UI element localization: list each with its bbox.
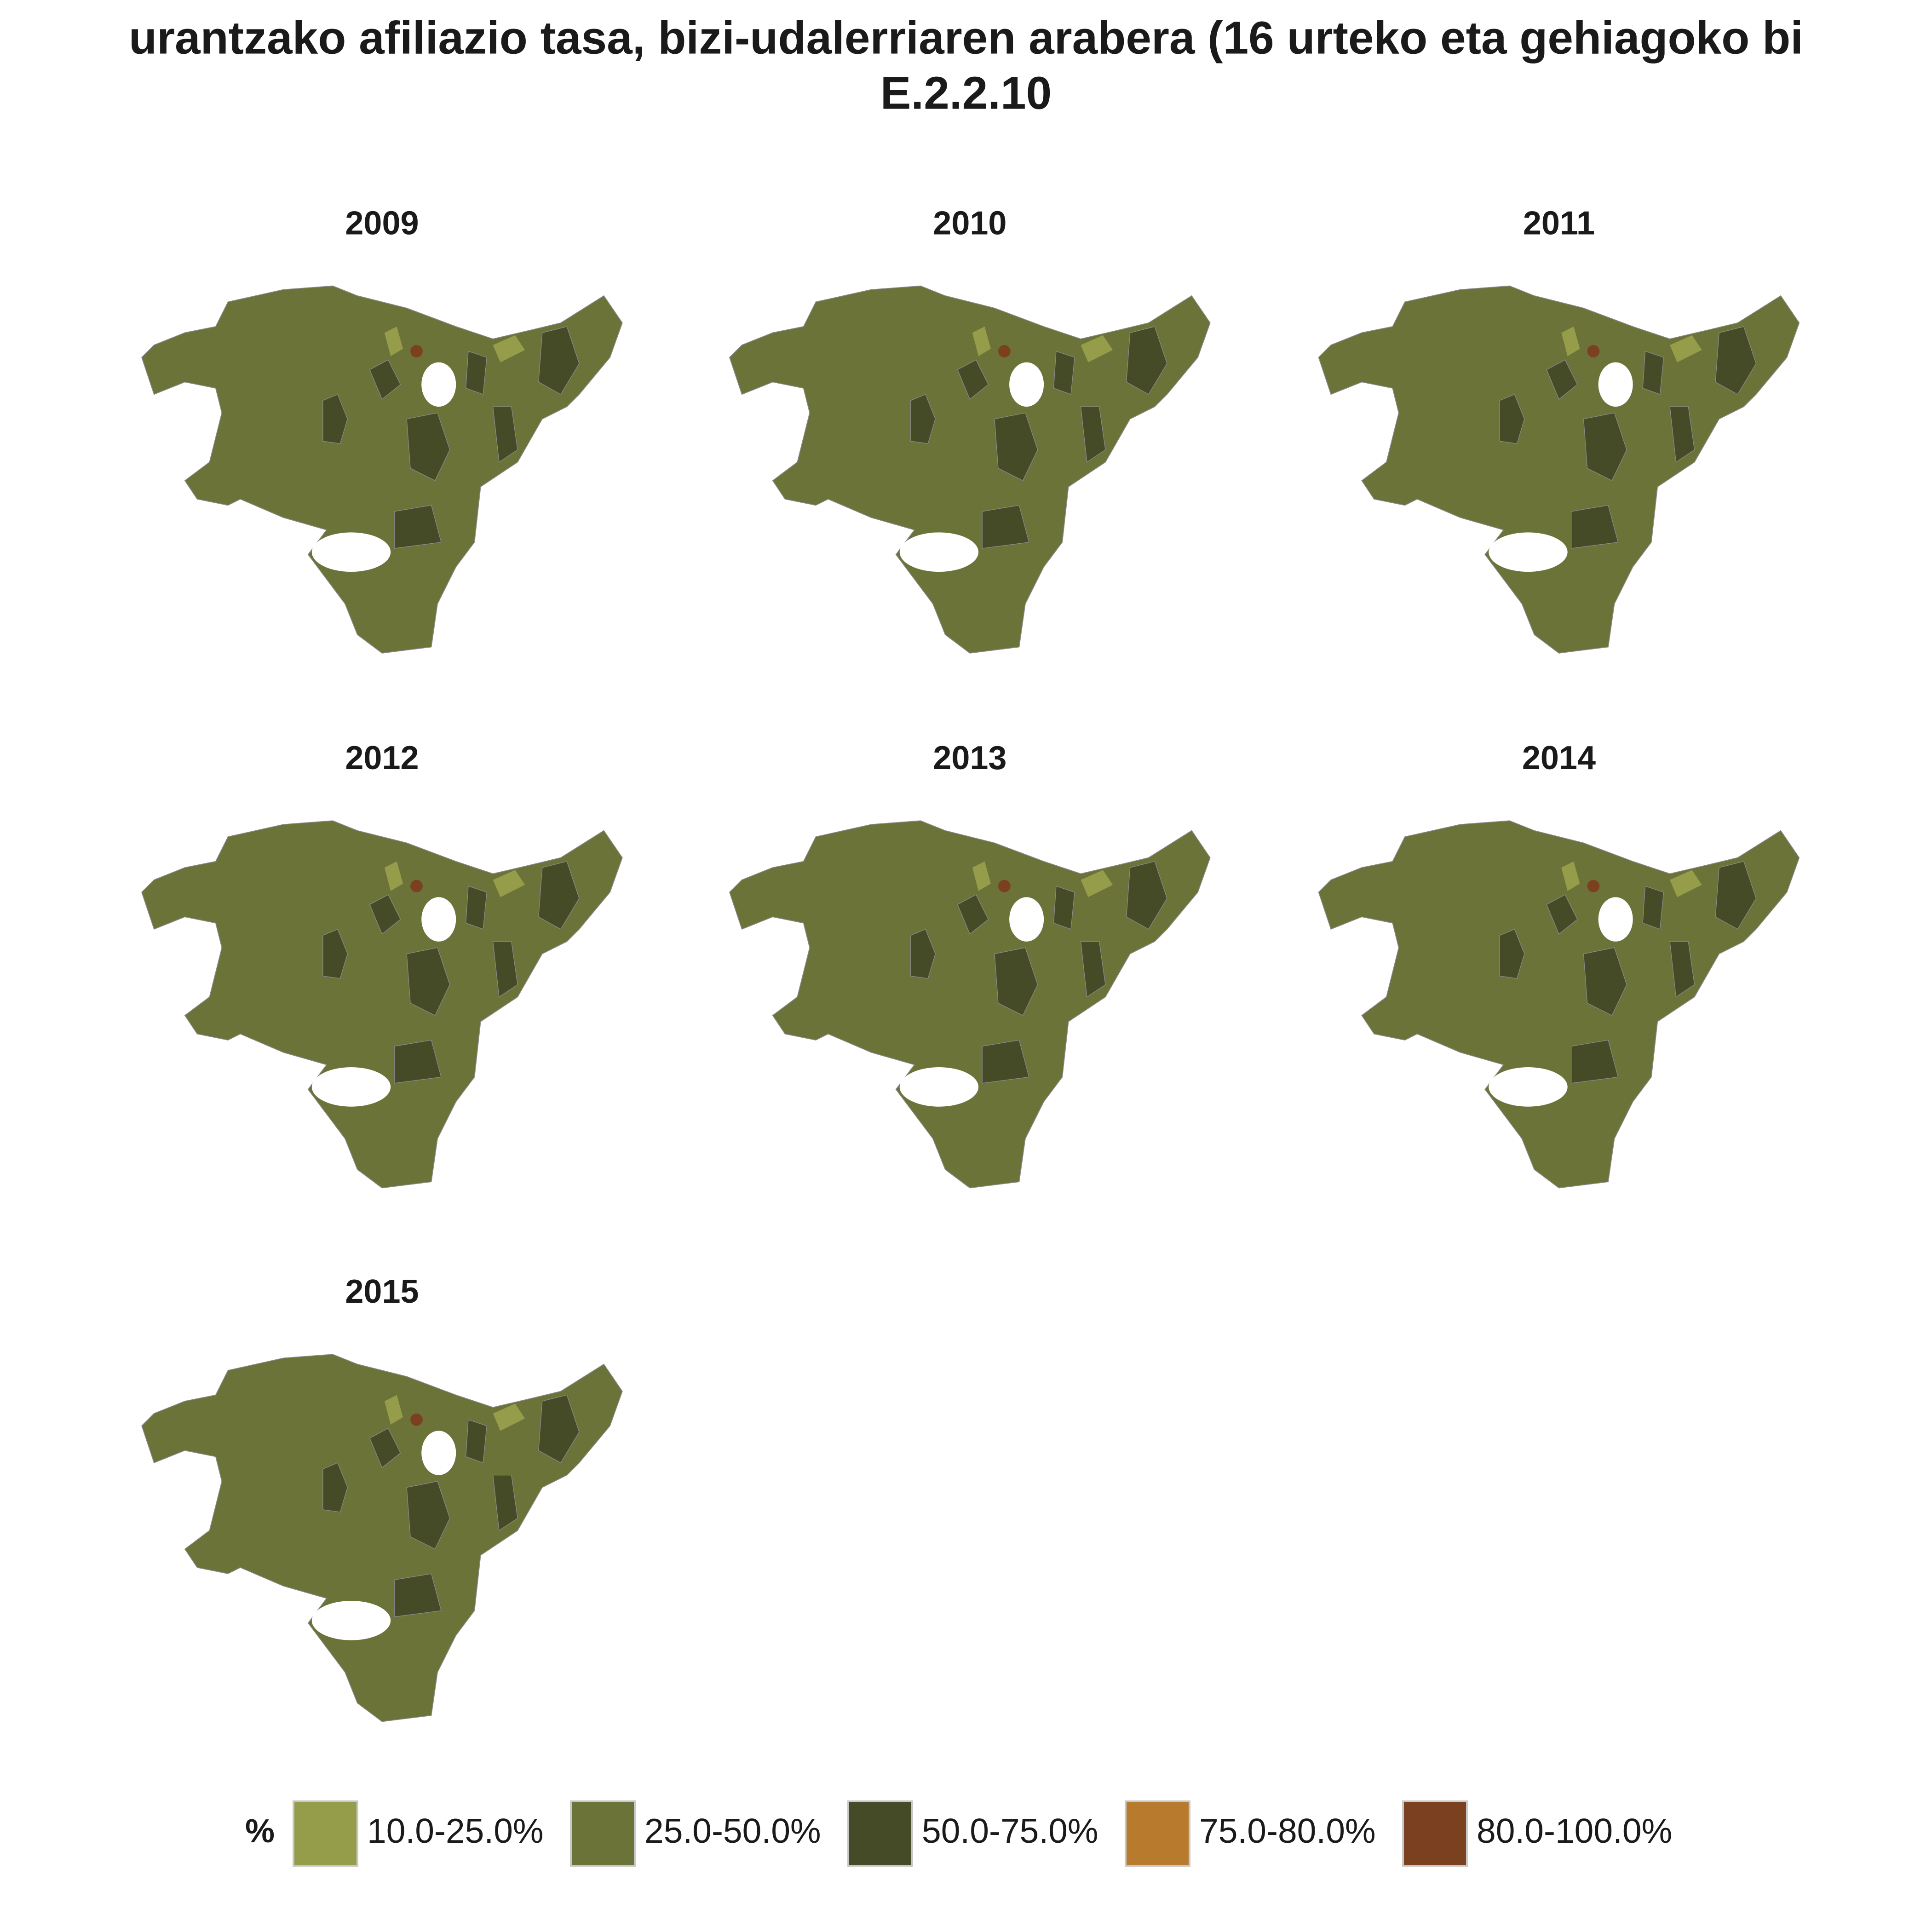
legend-title: %	[245, 1813, 275, 1850]
legend-label: 50.0-75.0%	[922, 1811, 1098, 1850]
map	[729, 285, 1211, 654]
panel-title: 2009	[345, 205, 419, 242]
map	[141, 820, 623, 1189]
map	[141, 285, 623, 654]
legend-label: 80.0-100.0%	[1477, 1811, 1672, 1850]
legend-label: 75.0-80.0%	[1199, 1811, 1376, 1850]
panel-title: 2014	[1522, 740, 1596, 776]
legend-swatch	[570, 1800, 636, 1867]
legend-label: 25.0-50.0%	[644, 1811, 821, 1850]
map	[1318, 820, 1800, 1189]
legend-swatch	[1125, 1800, 1190, 1867]
subtitle: E.2.2.10	[880, 67, 1052, 119]
panel-title: 2011	[1523, 205, 1595, 242]
panel-title: 2010	[933, 205, 1006, 242]
map	[141, 1353, 623, 1722]
panel-title: 2013	[933, 740, 1006, 776]
title: urantzako afiliazio tasa, bizi-udalerria…	[129, 12, 1803, 63]
map	[1318, 285, 1800, 654]
legend-swatch	[1402, 1800, 1468, 1867]
legend-label: 10.0-25.0%	[367, 1811, 544, 1850]
map	[729, 820, 1211, 1189]
panel-title: 2015	[345, 1273, 419, 1310]
legend-swatch	[293, 1800, 358, 1867]
legend-swatch	[847, 1800, 913, 1867]
maps	[141, 285, 1800, 1722]
panel-title: 2012	[345, 740, 419, 776]
